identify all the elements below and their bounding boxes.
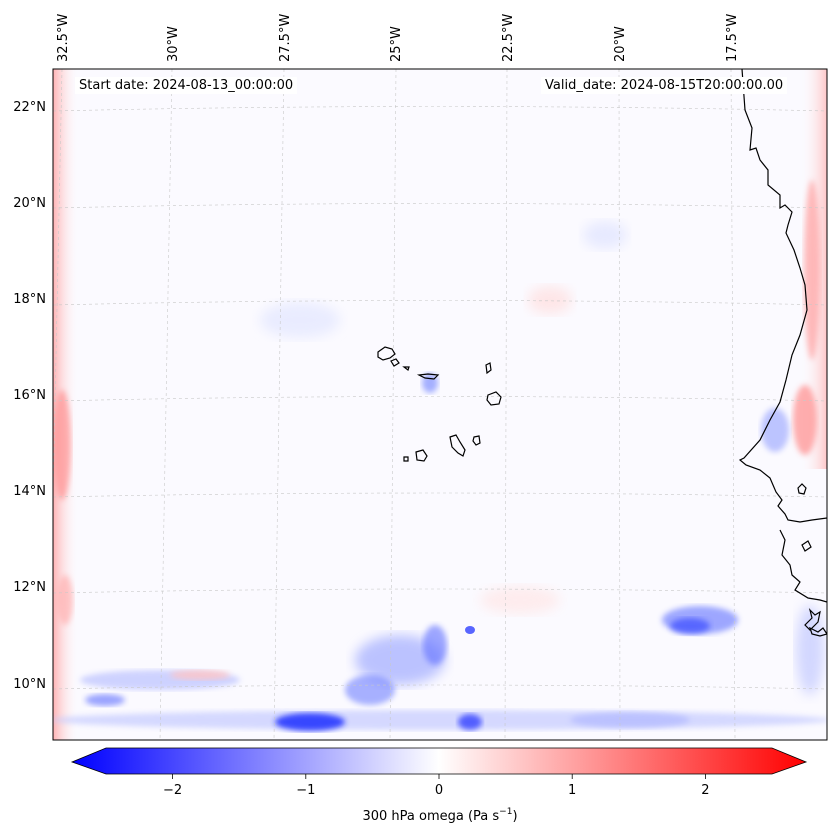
colorbar-tick-label: 0 bbox=[435, 783, 443, 798]
omega-blob bbox=[422, 373, 438, 393]
omega-blob bbox=[796, 605, 824, 695]
lat-label: 10°N bbox=[13, 677, 46, 692]
africa-coastline bbox=[808, 626, 827, 637]
valid-date-label: Valid_date: 2024-08-15T20:00:00.00 bbox=[541, 77, 788, 94]
colorbar-label: 300 hPa omega (Pa s−1) bbox=[362, 807, 517, 824]
lat-label: 22°N bbox=[13, 100, 46, 115]
lat-label: 18°N bbox=[13, 292, 46, 307]
lat-label: 14°N bbox=[13, 484, 46, 499]
omega-blob bbox=[458, 714, 482, 730]
parallel-line bbox=[53, 300, 827, 306]
omega-blob bbox=[53, 390, 71, 500]
colorbar-ticks: −2 −1 0 1 2 bbox=[163, 774, 710, 798]
africa-coastline bbox=[738, 69, 827, 523]
colorbar-tick-label: 2 bbox=[701, 783, 709, 798]
parallel-line bbox=[53, 684, 827, 690]
island-boa-vista bbox=[486, 391, 502, 406]
meridian-line bbox=[389, 69, 397, 740]
omega-blob bbox=[528, 286, 572, 314]
omega-blob bbox=[570, 712, 690, 728]
lon-label: 22.5°W bbox=[501, 14, 516, 62]
colorbar: −2 −1 0 1 2 300 hPa omega (Pa s−1) bbox=[70, 747, 808, 824]
omega-blob bbox=[355, 635, 445, 685]
meridian-line bbox=[159, 69, 173, 740]
omega-blob bbox=[480, 586, 560, 614]
colorbar-tick-label: 1 bbox=[568, 783, 576, 798]
colorbar-label-main: 300 hPa omega (Pa s bbox=[362, 809, 499, 824]
island-sao-nicolau bbox=[416, 373, 440, 380]
parallel-line bbox=[53, 492, 827, 498]
lon-label: 25°W bbox=[389, 26, 404, 62]
colorbar-body bbox=[70, 747, 808, 775]
colorbar-label-close: ) bbox=[512, 809, 517, 824]
lon-label: 17.5°W bbox=[725, 14, 740, 62]
map-panel bbox=[53, 69, 827, 740]
omega-blob bbox=[57, 575, 73, 625]
omega-blob bbox=[583, 221, 627, 249]
start-date-label: Start date: 2024-08-13_00:00:00 bbox=[75, 77, 298, 94]
omega-blob bbox=[670, 618, 710, 634]
graticule bbox=[53, 69, 827, 740]
island-santiago bbox=[449, 434, 466, 457]
map-frame bbox=[52, 68, 828, 741]
lat-label: 20°N bbox=[13, 196, 46, 211]
longitude-labels: 32.5°W 30°W 27.5°W 25°W 22.5°W 20°W 17.5… bbox=[56, 14, 740, 62]
island-brava bbox=[403, 456, 409, 462]
latitude-labels: 22°N 20°N 18°N 16°N 14°N 12°N 10°N bbox=[13, 100, 46, 692]
meridian-line bbox=[618, 69, 621, 740]
lat-label: 12°N bbox=[13, 580, 46, 595]
parallel-line bbox=[53, 588, 827, 594]
lon-label: 32.5°W bbox=[56, 14, 71, 62]
meridian-line bbox=[504, 69, 508, 740]
omega-blob bbox=[345, 675, 395, 705]
island-fogo bbox=[415, 449, 428, 462]
lon-label: 20°W bbox=[613, 26, 628, 62]
omega-blob bbox=[85, 694, 125, 706]
colorbar-label-exponent: −1 bbox=[499, 807, 512, 817]
parallel-line bbox=[53, 396, 827, 402]
lon-label: 27.5°W bbox=[278, 14, 293, 62]
colorbar-tick-label: −1 bbox=[296, 783, 315, 798]
island-maio bbox=[472, 435, 481, 446]
island-santo-antao bbox=[377, 346, 396, 361]
lat-label: 16°N bbox=[13, 388, 46, 403]
island-santa-luzia bbox=[402, 366, 410, 371]
omega-field bbox=[53, 69, 827, 740]
africa-coastline bbox=[801, 540, 812, 552]
omega-blob bbox=[275, 713, 345, 731]
omega-blob bbox=[53, 710, 827, 730]
lon-label: 30°W bbox=[166, 26, 181, 62]
colorbar-tick-label: −2 bbox=[163, 783, 182, 798]
omega-blob bbox=[170, 670, 230, 680]
omega-blob bbox=[465, 626, 475, 634]
africa-coastline bbox=[804, 608, 821, 631]
parallel-line bbox=[53, 106, 827, 112]
island-sal bbox=[485, 362, 492, 375]
coastlines bbox=[377, 69, 827, 637]
omega-blob bbox=[761, 408, 789, 452]
meridian-line bbox=[730, 69, 736, 740]
parallel-line bbox=[53, 203, 827, 209]
meridian-line bbox=[273, 69, 285, 740]
omega-blob bbox=[423, 625, 447, 665]
omega-blob bbox=[260, 302, 340, 338]
omega-blob bbox=[793, 385, 817, 455]
africa-coastline bbox=[779, 529, 827, 603]
island-sao-vicente bbox=[390, 358, 400, 367]
omega-blob bbox=[804, 180, 820, 360]
africa-coastline bbox=[797, 483, 807, 495]
